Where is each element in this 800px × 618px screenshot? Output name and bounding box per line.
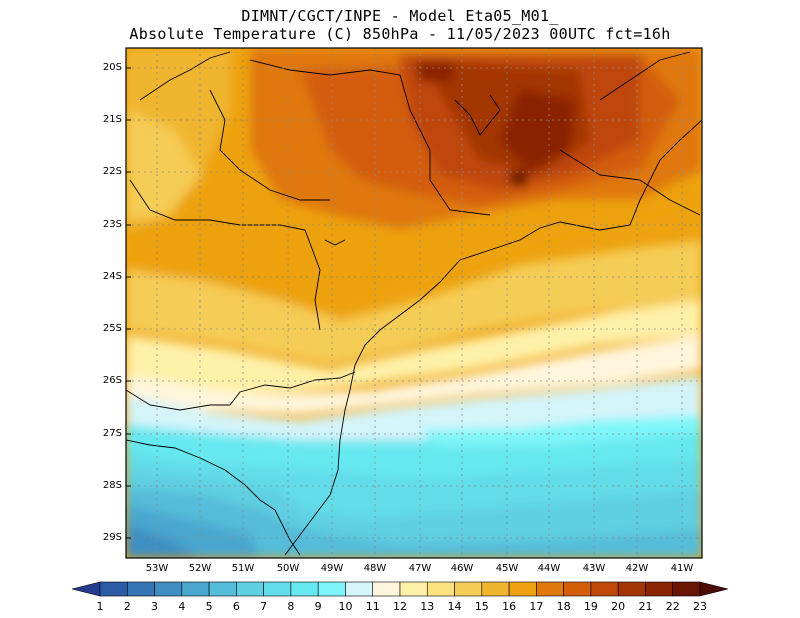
colorbar-label: 14: [447, 600, 462, 613]
colorbar-cell: [263, 581, 292, 597]
lon-label: 45W: [495, 563, 519, 574]
colorbar-cell: [345, 581, 374, 597]
lat-label: 28S: [102, 480, 122, 491]
colorbar-cell: [236, 581, 264, 597]
colorbar-label: 19: [583, 600, 598, 613]
colorbar-label: 22: [665, 600, 680, 613]
lon-label: 43W: [582, 563, 606, 574]
lon-label: 51W: [231, 563, 255, 574]
colorbar-cell: [617, 581, 646, 597]
lon-label: 48W: [363, 563, 387, 574]
colorbar-cell: [508, 581, 537, 597]
lat-label: 24S: [102, 271, 122, 282]
map-title-line2: Absolute Temperature (C) 850hPa - 11/05/…: [129, 25, 671, 43]
colorbar-label: 5: [205, 600, 213, 613]
colorbar-cell: [208, 581, 237, 597]
colorbar-label: 9: [314, 600, 322, 613]
colorbar-label: 2: [123, 600, 131, 613]
colorbar-cell: [536, 581, 564, 597]
colorbar-label: 16: [502, 600, 517, 613]
lat-label: 20S: [102, 62, 122, 73]
lon-label: 52W: [188, 563, 212, 574]
lon-label: 41W: [670, 563, 694, 574]
colorbar-label: 18: [556, 600, 571, 613]
lat-label: 22S: [102, 166, 122, 177]
colorbar-label: 12: [393, 600, 407, 613]
colorbar-cell: [181, 581, 210, 597]
lon-label: 46W: [450, 563, 474, 574]
colorbar-label: 17: [529, 600, 544, 613]
colorbar-label: 15: [474, 600, 489, 613]
lon-label: 42W: [625, 563, 649, 574]
colorbar-label: 13: [420, 600, 435, 613]
colorbar-cell: [426, 581, 455, 597]
colorbar-cell: [154, 581, 183, 597]
lon-label: 50W: [276, 563, 300, 574]
colorbar-cell: [99, 581, 128, 597]
lat-label: 25S: [102, 323, 122, 334]
temperature-field: [126, 48, 702, 558]
colorbar-label: 7: [260, 600, 268, 613]
colorbar-label: 11: [365, 600, 380, 613]
colorbar-label: 4: [178, 600, 186, 613]
colorbar-label: 10: [338, 600, 353, 613]
colorbar-arrow-warm: [699, 581, 729, 597]
lon-label: 44W: [537, 563, 561, 574]
colorbar-label: 20: [611, 600, 626, 613]
colorbar-cell: [454, 581, 483, 597]
graticule: [126, 48, 702, 558]
lat-label: 23S: [102, 219, 122, 230]
colorbar-label: 21: [638, 600, 653, 613]
map-title-line1: DIMNT/CGCT/INPE - Model Eta05_M01_: [241, 7, 559, 25]
lat-label: 29S: [102, 532, 122, 543]
colorbar-cell: [126, 581, 155, 597]
colorbar-cell: [645, 581, 674, 597]
colorbar-label: 8: [287, 600, 295, 613]
colorbar-label: 23: [693, 600, 707, 613]
colorbar-label: 1: [96, 600, 104, 613]
lon-label: 47W: [408, 563, 432, 574]
colorbar-arrow-cold: [71, 581, 101, 597]
colorbar-cell: [399, 581, 428, 597]
colorbar-cell: [672, 581, 701, 597]
lat-label: 27S: [102, 428, 122, 439]
colorbar-cell: [290, 581, 319, 597]
colorbar-cell: [590, 581, 619, 597]
colorbar-label: 3: [151, 600, 159, 613]
lon-label: 53W: [145, 563, 169, 574]
colorbar-cell: [481, 581, 510, 597]
lon-label: 49W: [320, 563, 344, 574]
lat-label: 26S: [102, 375, 122, 386]
map-frame: [125, 47, 703, 559]
colorbar-cell: [563, 581, 592, 597]
colorbar-cell: [372, 581, 401, 597]
colorbar-label: 6: [232, 600, 240, 613]
lat-label: 21S: [102, 114, 122, 125]
colorbar-cell: [317, 581, 346, 597]
